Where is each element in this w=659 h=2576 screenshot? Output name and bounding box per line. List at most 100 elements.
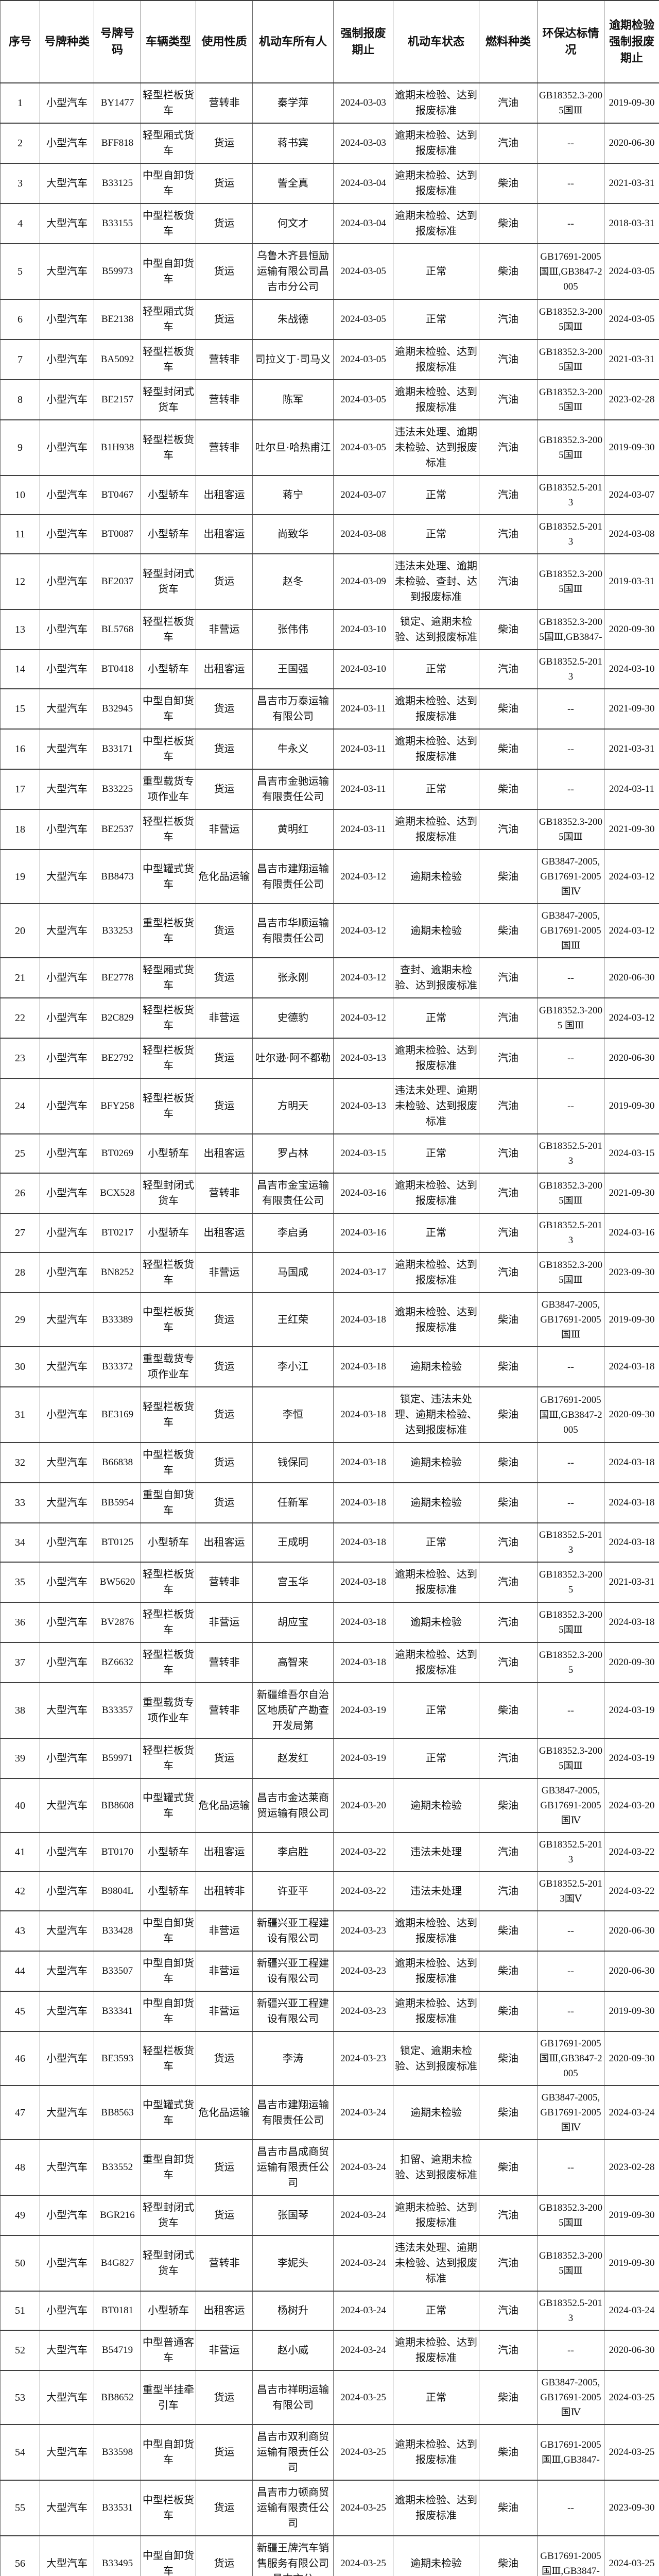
- cell-plate-no: BB8652: [94, 2370, 141, 2425]
- cell-use-nature: 出租客运: [196, 1213, 253, 1253]
- cell-vehicle-type: 中型栏板货车: [141, 203, 196, 244]
- cell-status: 正常: [393, 769, 479, 810]
- cell-status: 逾期未检验、达到报废标准: [393, 2424, 479, 2481]
- cell-status: 逾期未检验、达到报废标准: [393, 1252, 479, 1293]
- cell-overdue-scrap-date: 2019-09-30: [604, 419, 659, 476]
- cell-plate-type: 大型汽车: [40, 1346, 94, 1387]
- cell-env-standard: --: [537, 728, 604, 770]
- cell-plate-no: BN8252: [94, 1252, 141, 1293]
- cell-vehicle-type: 中型自卸货车: [141, 1951, 196, 1992]
- cell-fuel-type: 汽油: [479, 475, 537, 515]
- cell-overdue-scrap-date: 2023-02-28: [604, 2139, 659, 2196]
- cell-plate-type: 小型汽车: [40, 2235, 94, 2292]
- cell-vehicle-type: 轻型栏板货车: [141, 1562, 196, 1603]
- cell-mandatory-scrap-date: 2024-03-18: [333, 1346, 393, 1387]
- cell-overdue-scrap-date: 2020-09-30: [604, 1386, 659, 1443]
- cell-vehicle-type: 中型自卸货车: [141, 243, 196, 300]
- cell-vehicle-type: 小型轿车: [141, 514, 196, 554]
- cell-seq: 48: [0, 2139, 40, 2196]
- cell-fuel-type: 柴油: [479, 1292, 537, 1347]
- cell-env-standard: GB17691-2005国Ⅲ,GB3847-2005: [537, 2031, 604, 2086]
- cell-seq: 49: [0, 2195, 40, 2236]
- cell-overdue-scrap-date: 2019-09-30: [604, 1078, 659, 1134]
- cell-plate-type: 小型汽车: [40, 1133, 94, 1174]
- table-row: 26 小型汽车 BCX528 轻型封闭式货车 营转非 昌吉市金宝运输有限责任公司 2024-…: [0, 1173, 659, 1214]
- cell-vehicle-type: 中型自卸货车: [141, 1910, 196, 1952]
- cell-vehicle-type: 轻型厢式货车: [141, 299, 196, 340]
- cell-vehicle-type: 中型栏板货车: [141, 1292, 196, 1347]
- cell-use-nature: 营转非: [196, 1562, 253, 1603]
- cell-use-nature: 营转非: [196, 419, 253, 476]
- cell-env-standard: --: [537, 1442, 604, 1483]
- cell-plate-no: BV2876: [94, 1602, 141, 1643]
- cell-fuel-type: 柴油: [479, 1951, 537, 1992]
- cell-owner: 史德豹: [252, 997, 334, 1039]
- cell-overdue-scrap-date: 2024-03-11: [604, 769, 659, 810]
- cell-fuel-type: 汽油: [479, 1832, 537, 1872]
- cell-plate-type: 小型汽车: [40, 649, 94, 689]
- cell-plate-no: BT0181: [94, 2291, 141, 2331]
- table-row: 20 大型汽车 B33253 重型栏板货车 货运 昌吉市华顺运输有限责任公司 2024-03…: [0, 903, 659, 958]
- cell-env-standard: --: [537, 2480, 604, 2536]
- cell-plate-type: 小型汽车: [40, 1642, 94, 1683]
- cell-mandatory-scrap-date: 2024-03-18: [333, 1292, 393, 1347]
- column-header-status: 机动车状态: [393, 0, 479, 83]
- cell-overdue-scrap-date: 2024-03-07: [604, 475, 659, 515]
- cell-owner: 赵冬: [252, 553, 334, 610]
- cell-mandatory-scrap-date: 2024-03-25: [333, 2535, 393, 2576]
- cell-overdue-scrap-date: 2024-03-12: [604, 903, 659, 958]
- cell-vehicle-type: 重型载货专项作业车: [141, 1682, 196, 1739]
- cell-use-nature: 营转非: [196, 1682, 253, 1739]
- cell-use-nature: 出租客运: [196, 514, 253, 554]
- cell-seq: 28: [0, 1252, 40, 1293]
- table-row: 4 大型汽车 B33155 中型栏板货车 货运 何文才 2024-03-04 逾期未检验、达到…: [0, 203, 659, 244]
- cell-plate-no: BW5620: [94, 1562, 141, 1603]
- cell-owner: 王红荣: [252, 1292, 334, 1347]
- table-row: 55 大型汽车 B33531 中型栏板货车 货运 昌吉市力顿商贸运输有限责任公司 2024-…: [0, 2480, 659, 2536]
- cell-vehicle-type: 重型载货专项作业车: [141, 1346, 196, 1387]
- cell-status: 逾期未检验: [393, 903, 479, 958]
- cell-env-standard: GB18352.3-2005国Ⅲ: [537, 2195, 604, 2236]
- cell-plate-type: 小型汽车: [40, 1213, 94, 1253]
- table-row: 12 小型汽车 BE2037 轻型封闭式货车 货运 赵冬 2024-03-09 违法未处理、逾…: [0, 553, 659, 610]
- cell-overdue-scrap-date: 2019-09-30: [604, 82, 659, 124]
- cell-use-nature: 非营运: [196, 2330, 253, 2371]
- cell-owner: 昌吉市金宝运输有限责任公司: [252, 1173, 334, 1214]
- cell-env-standard: GB18352.3-2005国Ⅲ: [537, 2235, 604, 2292]
- cell-overdue-scrap-date: 2019-09-30: [604, 2235, 659, 2292]
- table-row: 32 大型汽车 B66838 中型栏板货车 货运 钱保同 2024-03-18 逾期未检验 柴油…: [0, 1442, 659, 1483]
- cell-use-nature: 货运: [196, 2424, 253, 2481]
- cell-owner: 马国成: [252, 1252, 334, 1293]
- cell-plate-no: BB8473: [94, 849, 141, 904]
- cell-fuel-type: 柴油: [479, 1991, 537, 2032]
- cell-plate-no: BE2157: [94, 379, 141, 420]
- cell-plate-type: 大型汽车: [40, 2535, 94, 2576]
- cell-mandatory-scrap-date: 2024-03-12: [333, 997, 393, 1039]
- cell-owner: 王国强: [252, 649, 334, 689]
- cell-use-nature: 营转非: [196, 339, 253, 380]
- table-row: 21 小型汽车 BE2778 轻型厢式货车 货运 张永刚 2024-03-12 查封、逾期未检…: [0, 957, 659, 998]
- cell-vehicle-type: 中型栏板货车: [141, 728, 196, 770]
- cell-env-standard: GB17691-2005国Ⅲ,GB3847-2005: [537, 1386, 604, 1443]
- cell-env-standard: GB17691-2005国Ⅲ,GB3847-2005: [537, 243, 604, 300]
- cell-fuel-type: 柴油: [479, 1346, 537, 1387]
- cell-mandatory-scrap-date: 2024-03-24: [333, 2085, 393, 2140]
- table-row: 3 大型汽车 B33125 中型自卸货车 货运 訾全真 2024-03-04 逾期未检验、达到…: [0, 163, 659, 204]
- cell-overdue-scrap-date: 2020-06-30: [604, 1910, 659, 1952]
- table-header-row: 序号 号牌种类 号牌号码 车辆类型 使用性质 机动车所有人 强制报废期止 机动车状态 燃料种类环…: [0, 0, 659, 83]
- cell-env-standard: GB18352.5-2013: [537, 649, 604, 689]
- cell-seq: 41: [0, 1832, 40, 1872]
- cell-status: 正常: [393, 997, 479, 1039]
- cell-use-nature: 出租客运: [196, 1133, 253, 1174]
- cell-owner: 钱保同: [252, 1442, 334, 1483]
- cell-vehicle-type: 中型栏板货车: [141, 2480, 196, 2536]
- cell-seq: 4: [0, 203, 40, 244]
- table-row: 19 大型汽车 BB8473 中型罐式货车 危化品运输 昌吉市建翔运输有限责任公司 2024…: [0, 849, 659, 904]
- cell-mandatory-scrap-date: 2024-03-05: [333, 299, 393, 340]
- cell-owner: 李小江: [252, 1346, 334, 1387]
- cell-vehicle-type: 中型罐式货车: [141, 1778, 196, 1833]
- cell-plate-no: BE2778: [94, 957, 141, 998]
- table-row: 36 小型汽车 BV2876 轻型栏板货车 非营运 胡应宝 2024-03-18 逾期未检验汽…: [0, 1602, 659, 1643]
- cell-vehicle-type: 重型半挂牵引车: [141, 2370, 196, 2425]
- cell-vehicle-type: 轻型封闭式货车: [141, 2235, 196, 2292]
